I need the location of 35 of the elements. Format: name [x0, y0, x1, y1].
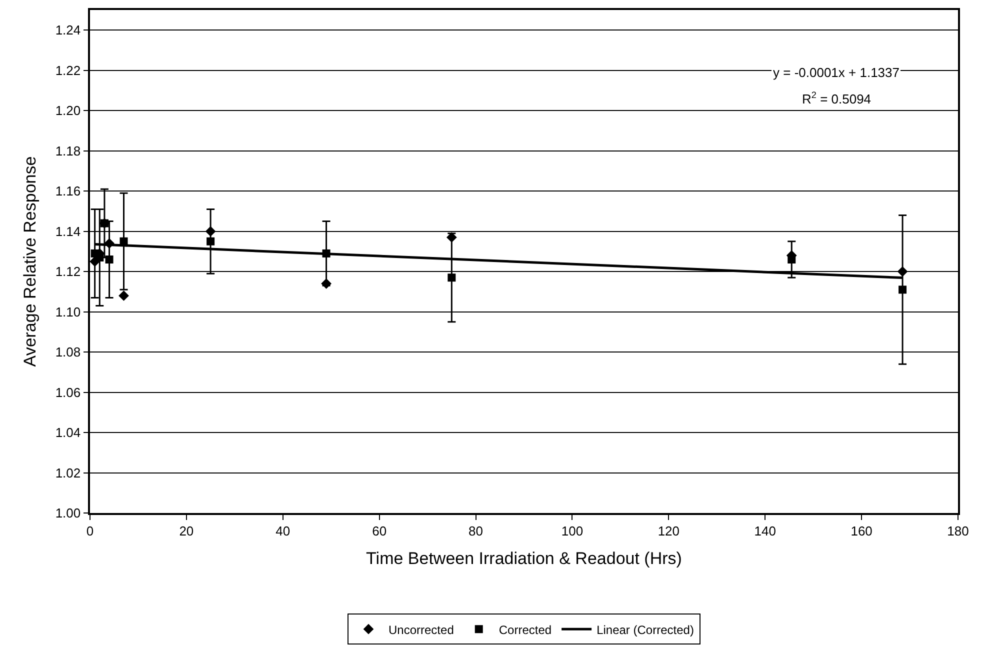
y-tick-label: 1.22 — [55, 62, 81, 78]
y-tick-label: 1.10 — [55, 304, 81, 320]
x-tick-label: 40 — [276, 523, 290, 538]
x-tick-label: 180 — [947, 523, 969, 538]
y-tick-label: 1.20 — [55, 103, 81, 118]
point — [448, 274, 456, 282]
annotation: y = -0.0001x + 1.1337 — [773, 65, 900, 80]
x-tick-label: 60 — [372, 523, 387, 538]
y-tick-label: 1.08 — [55, 344, 81, 360]
legend-label: Corrected — [498, 622, 552, 637]
point — [206, 237, 215, 246]
y-tick-label: 1.18 — [55, 143, 81, 158]
x-tick-label: 100 — [561, 523, 584, 538]
y-tick-label: 1.24 — [55, 22, 81, 38]
y-tick-label: 1.16 — [55, 184, 81, 199]
point — [118, 290, 129, 301]
x-tick-label: 140 — [754, 523, 776, 538]
y-tick-label: 1.14 — [55, 224, 81, 239]
x-tick-label: 120 — [658, 523, 680, 538]
y-axis-title: Average Relative Response — [20, 156, 40, 367]
x-tick-label: 0 — [86, 523, 94, 538]
y-tick-label: 1.04 — [55, 425, 81, 440]
y-tick-label: 1.06 — [55, 384, 81, 400]
legend-label: Uncorrected — [388, 622, 454, 637]
x-tick-label: 20 — [179, 523, 194, 538]
legend-label: Linear (Corrected) — [596, 622, 694, 637]
y-tick-label: 1.02 — [55, 465, 81, 480]
annotation: R$^{2}$ = 0.5094 — [802, 90, 872, 106]
x-tick-label: 160 — [850, 523, 872, 538]
point — [105, 255, 114, 264]
y-tick-label: 1.00 — [55, 506, 81, 521]
x-tick-label: 80 — [468, 523, 484, 538]
x-axis-title: Time Between Irradiation & Readout (Hrs) — [366, 549, 682, 568]
point — [898, 286, 907, 294]
y-tick-label: 1.12 — [55, 264, 81, 280]
